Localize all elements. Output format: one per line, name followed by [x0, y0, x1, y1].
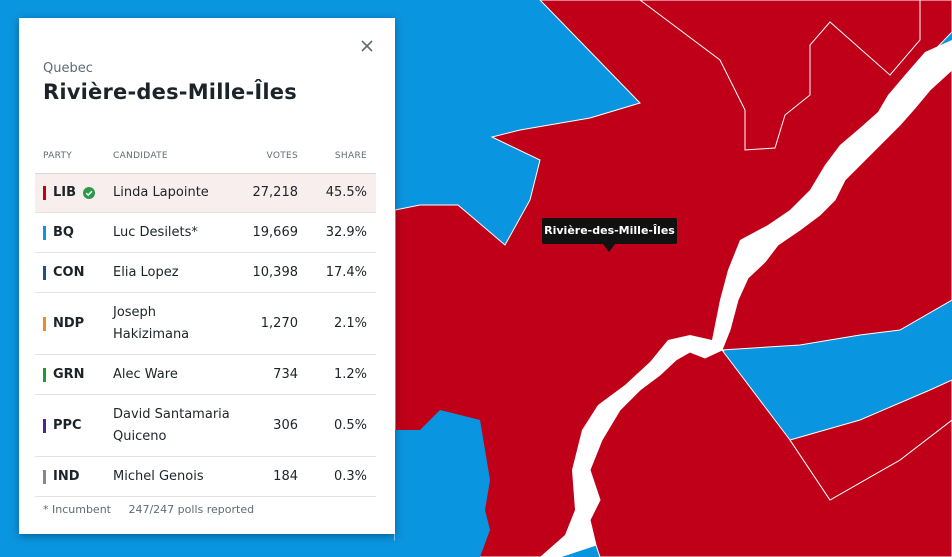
map-tooltip-label: Rivière-des-Mille-Îles	[544, 224, 675, 237]
close-icon[interactable]	[359, 38, 375, 54]
party-color-bar	[43, 368, 46, 382]
header-candidate: CANDIDATE	[113, 151, 168, 161]
table-row: PPC David Santamaria Quiceno 306 0.5%	[35, 395, 376, 457]
candidate-votes: 306	[273, 418, 298, 433]
riding-title: Rivière-des-Mille-Îles	[43, 80, 297, 104]
candidate-name: Elia Lopez	[113, 265, 179, 280]
candidate-name: Luc Desilets*	[113, 225, 198, 240]
party-abbrev: IND	[53, 469, 80, 484]
results-rows: LIB Linda Lapointe 27,218 45.5% BQ Luc Desile…	[35, 174, 376, 497]
candidate-votes: 27,218	[252, 185, 299, 200]
candidate-name: Linda Lapointe	[113, 185, 209, 200]
party-abbrev: GRN	[53, 367, 85, 382]
candidate-share: 45.5%	[325, 185, 367, 200]
candidate-name: Michel Genois	[113, 469, 204, 484]
map-river	[540, 40, 952, 557]
candidate-name: Alec Ware	[113, 367, 178, 382]
map-region-lib-north[interactable]	[639, 0, 921, 151]
map-region-bq-south[interactable]	[395, 410, 490, 557]
results-footer: * Incumbent 247/247 polls reported	[43, 503, 254, 516]
header-party: PARTY	[43, 151, 73, 161]
table-row: BQ Luc Desilets* 19,669 32.9%	[35, 213, 376, 253]
table-row: IND Michel Genois 184 0.3%	[35, 457, 376, 497]
map-tooltip: Rivière-des-Mille-Îles	[542, 218, 677, 252]
party-color-bar	[43, 266, 46, 280]
party-color-bar	[43, 470, 46, 484]
candidate-votes: 184	[273, 469, 298, 484]
table-row: NDP Joseph Hakizimana 1,270 2.1%	[35, 293, 376, 355]
map-region-lib-southeast-inner[interactable]	[789, 379, 952, 501]
candidate-votes: 734	[273, 367, 298, 382]
incumbent-note: * Incumbent	[43, 503, 111, 516]
party-color-bar	[43, 186, 46, 200]
candidate-votes: 10,398	[252, 265, 299, 280]
candidate-share: 2.1%	[333, 316, 367, 331]
winner-check-icon	[83, 187, 95, 199]
party-color-bar	[43, 317, 46, 331]
party-color-bar	[43, 226, 46, 240]
candidate-name: David Santamaria Quiceno	[113, 407, 230, 444]
header-share: SHARE	[334, 151, 367, 161]
map-tooltip-arrow	[603, 244, 615, 252]
party-abbrev: CON	[53, 265, 85, 280]
party-abbrev: LIB	[53, 185, 77, 200]
polls-reported: 247/247 polls reported	[128, 503, 255, 516]
candidate-name: Joseph Hakizimana	[113, 305, 190, 342]
party-color-bar	[43, 419, 46, 433]
candidate-share: 0.5%	[333, 418, 367, 433]
candidate-votes: 19,669	[252, 225, 299, 240]
candidate-votes: 1,270	[260, 316, 298, 331]
results-panel: Quebec Rivière-des-Mille-Îles PARTY CAND…	[19, 18, 395, 534]
party-abbrev: BQ	[53, 225, 74, 240]
candidate-share: 32.9%	[325, 225, 367, 240]
candidate-share: 17.4%	[325, 265, 367, 280]
table-row: GRN Alec Ware 734 1.2%	[35, 355, 376, 395]
results-table: PARTY CANDIDATE VOTES SHARE LIB Linda Lap…	[35, 146, 376, 497]
province-label: Quebec	[43, 61, 93, 76]
party-abbrev: NDP	[53, 316, 85, 331]
table-row: LIB Linda Lapointe 27,218 45.5%	[35, 174, 376, 213]
candidate-share: 1.2%	[333, 367, 367, 382]
header-votes: VOTES	[266, 151, 298, 161]
table-row: CON Elia Lopez 10,398 17.4%	[35, 253, 376, 293]
map-region-lib-east[interactable]	[721, 69, 952, 351]
party-abbrev: PPC	[53, 418, 82, 433]
candidate-share: 0.3%	[333, 469, 367, 484]
results-table-header: PARTY CANDIDATE VOTES SHARE	[35, 146, 376, 174]
